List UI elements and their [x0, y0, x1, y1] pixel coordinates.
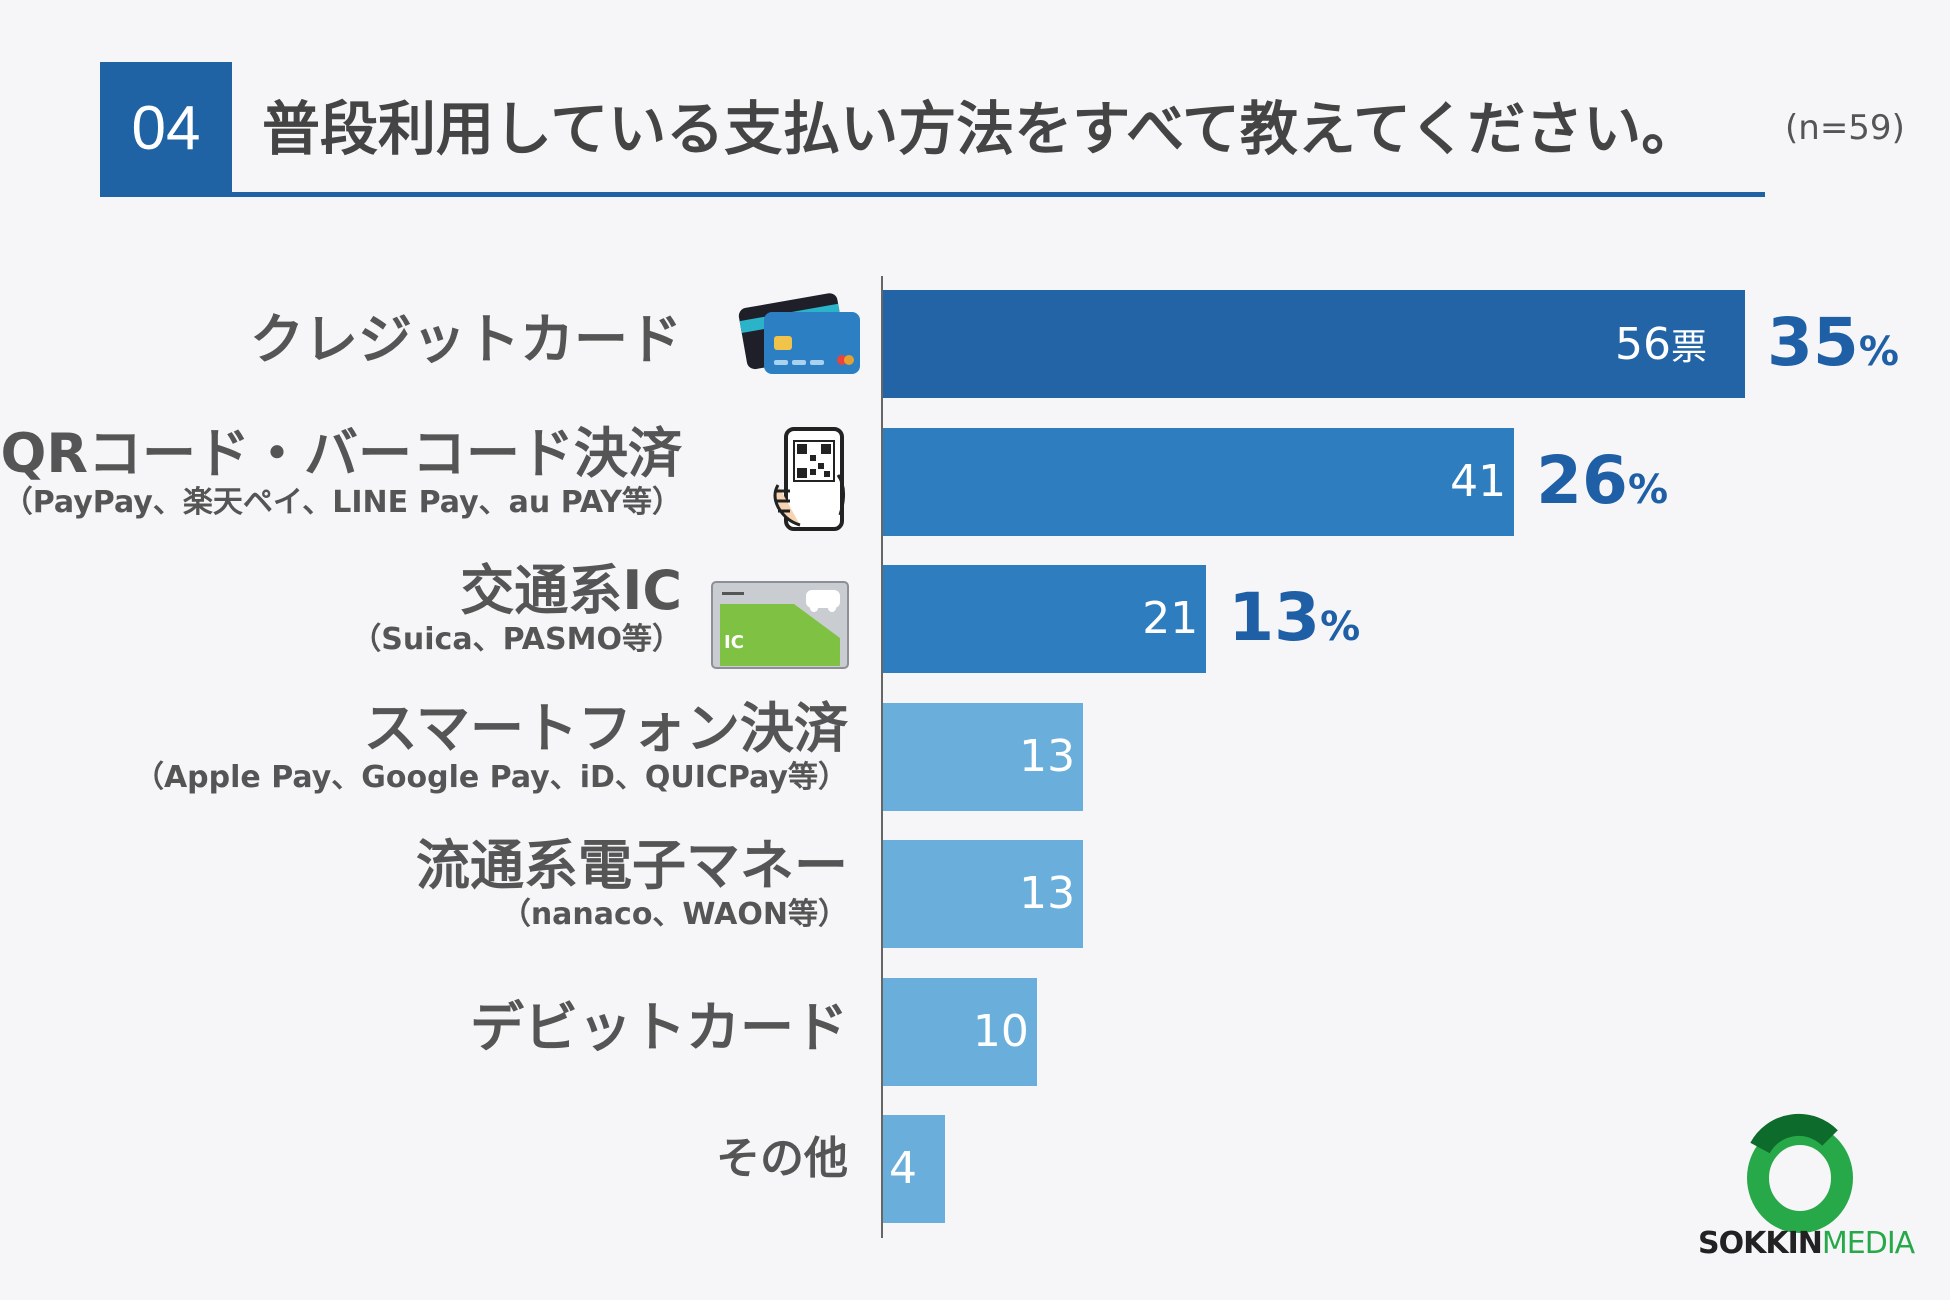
percent-label: 13%: [1228, 579, 1361, 656]
brand-name: SOKKINMEDIA: [1698, 1226, 1915, 1261]
bar-value-label: 10: [972, 1005, 1029, 1057]
bar-3: [883, 702, 1084, 811]
ic-card-icon: IC: [711, 581, 849, 669]
sample-size: (n=59): [1785, 108, 1905, 148]
category-label: クレジットカード: [250, 308, 682, 371]
category-label: QRコード・バーコード決済 （PayPay、楽天ペイ、LINE Pay、au PA…: [0, 421, 683, 520]
bar-value-label: 56票: [1615, 319, 1708, 370]
bar-1: [883, 427, 1515, 536]
bar-2: [883, 565, 1207, 673]
category-label: スマートフォン決済 （Apple Pay、Google Pay、iD、QUICPa…: [133, 696, 848, 795]
bar-value-label: 21: [1142, 593, 1199, 644]
question-number: 04: [100, 62, 232, 194]
percent-label: 35%: [1767, 304, 1899, 381]
bar-value-label: 4: [889, 1143, 917, 1194]
bar-5: [883, 977, 1037, 1086]
category-label: その他: [716, 1133, 848, 1184]
category-axis: [881, 276, 883, 1238]
qr-phone-icon: [773, 427, 845, 531]
svg-text:IC: IC: [724, 632, 744, 653]
bar-value-label: 13: [1019, 868, 1076, 919]
category-label: デビットカード: [470, 995, 848, 1059]
page-title: 普段利用している支払い方法をすべて教えてください。: [262, 95, 1700, 163]
bar-6: [883, 1115, 945, 1223]
bar-4: [883, 840, 1084, 948]
bar-value-label: 13: [1019, 730, 1076, 782]
title-underline: [100, 192, 1765, 197]
percent-label: 26%: [1536, 441, 1669, 519]
bar-value-label: 41: [1450, 455, 1507, 507]
credit-card-icon: [738, 293, 860, 374]
bar-0: [883, 290, 1745, 398]
category-label: 流通系電子マネー （nanaco、WAON等）: [416, 834, 848, 933]
category-label: 交通系IC （Suica、PASMO等）: [351, 559, 682, 658]
logo-icon: [1747, 1113, 1853, 1233]
